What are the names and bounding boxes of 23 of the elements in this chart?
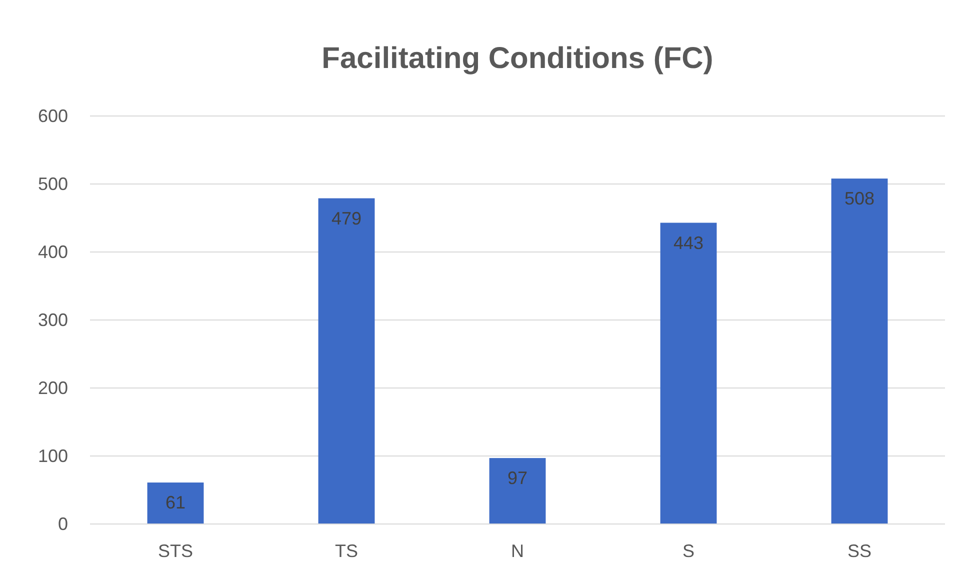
data-label: 508 <box>844 188 875 209</box>
bar <box>831 178 888 524</box>
y-tick-label: 300 <box>38 310 68 330</box>
data-label: 443 <box>673 232 704 253</box>
chart-title: Facilitating Conditions (FC) <box>322 42 714 75</box>
x-tick-label: SS <box>847 540 872 561</box>
data-label: 479 <box>331 208 362 228</box>
bar <box>489 458 546 524</box>
bar <box>318 198 375 524</box>
data-label: 97 <box>507 468 528 488</box>
x-tick-label: N <box>511 540 524 561</box>
y-tick-label: 600 <box>38 106 68 126</box>
y-tick-label: 0 <box>58 514 68 534</box>
y-tick-label: 500 <box>38 174 68 194</box>
bar <box>147 482 204 524</box>
x-tick-label: S <box>682 540 695 561</box>
x-tick-label: TS <box>334 540 358 561</box>
y-tick-label: 100 <box>38 446 68 466</box>
x-tick-label: STS <box>158 540 194 561</box>
y-tick-label: 400 <box>38 242 68 262</box>
bar <box>660 222 717 524</box>
y-tick-label: 200 <box>38 378 68 398</box>
data-label: 61 <box>165 492 186 513</box>
